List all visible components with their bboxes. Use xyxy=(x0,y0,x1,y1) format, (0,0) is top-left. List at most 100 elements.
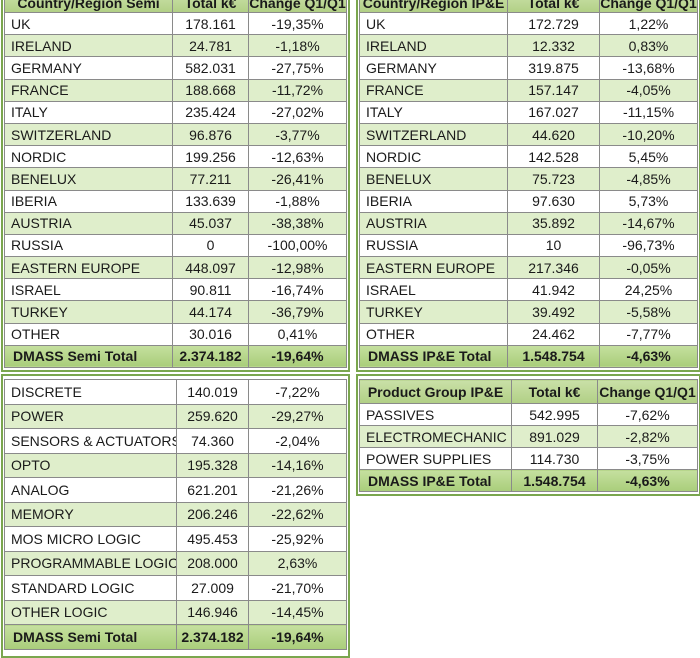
change-cell: -29,27% xyxy=(248,403,347,429)
label-cell: GERMANY xyxy=(359,56,508,80)
total-cell: 75.723 xyxy=(507,167,600,191)
total-cell: 12.332 xyxy=(507,34,600,58)
header-cell: Change Q1/Q1 xyxy=(599,0,698,13)
change-cell: -27,75% xyxy=(248,56,347,80)
table-row: NORDIC 142.528 5,45% xyxy=(359,145,698,169)
label-cell: STANDARD LOGIC xyxy=(4,575,177,601)
label-cell: AUSTRIA xyxy=(4,211,173,235)
table-row: TURKEY 39.492 -5,58% xyxy=(359,300,698,324)
total-cell: 319.875 xyxy=(507,56,600,80)
label-cell: UK xyxy=(4,11,173,36)
total-cell: 44.174 xyxy=(172,300,249,324)
total-cell: 217.346 xyxy=(507,256,600,280)
header-cell: Product Group IP&E xyxy=(359,379,512,404)
total-cell: 188.668 xyxy=(172,78,249,102)
change-cell: -25,92% xyxy=(248,526,347,552)
change-cell: -0,05% xyxy=(599,256,698,280)
change-cell: -2,04% xyxy=(248,428,347,454)
table-row: MOS MICRO LOGIC 495.453 -25,92% xyxy=(4,526,347,552)
table-row: PROGRAMMABLE LOGIC 208.000 2,63% xyxy=(4,550,347,576)
total-cell: 891.029 xyxy=(511,425,598,448)
total-cell: 77.211 xyxy=(172,167,249,191)
table-row: OTHER 24.462 -7,77% xyxy=(359,322,698,346)
total-row: DMASS IP&E Total 1.548.754 -4,63% xyxy=(359,344,698,369)
change-cell: 5,73% xyxy=(599,189,698,213)
total-cell: 27.009 xyxy=(176,575,249,601)
header-row: Product Group IP&E Total k€ Change Q1/Q1 xyxy=(359,379,698,404)
table-row: IBERIA 133.639 -1,88% xyxy=(4,189,347,213)
label-cell: DMASS Semi Total xyxy=(4,624,177,650)
label-cell: UK xyxy=(359,11,508,36)
header-cell: Country/Region Semi xyxy=(4,0,173,13)
table-row: SWITZERLAND 96.876 -3,77% xyxy=(4,122,347,147)
table-row: ELECTROMECHANIC 891.029 -2,82% xyxy=(359,425,698,448)
label-cell: SWITZERLAND xyxy=(359,122,508,147)
table-row: ISRAEL 41.942 24,25% xyxy=(359,278,698,302)
ipe-region-table: Country/Region IP&E Total k€ Change Q1/Q1 U… xyxy=(359,0,698,369)
table-row: IRELAND 12.332 0,83% xyxy=(359,34,698,58)
total-cell: 74.360 xyxy=(176,428,249,454)
total-cell: 2.374.182 xyxy=(176,624,249,650)
change-cell: -4,63% xyxy=(597,469,698,492)
change-cell: -13,68% xyxy=(599,56,698,80)
label-cell: BENELUX xyxy=(359,167,508,191)
table-row: EASTERN EUROPE 448.097 -12,98% xyxy=(4,256,347,280)
table-row: UK 178.161 -19,35% xyxy=(4,11,347,36)
label-cell: IBERIA xyxy=(4,189,173,213)
label-cell: IBERIA xyxy=(359,189,508,213)
change-cell: -4,05% xyxy=(599,78,698,102)
change-cell: -26,41% xyxy=(248,167,347,191)
ipe-product-table: Product Group IP&E Total k€ Change Q1/Q1 PA… xyxy=(359,379,698,492)
table-row: PASSIVES 542.995 -7,62% xyxy=(359,403,698,426)
label-cell: FRANCE xyxy=(359,78,508,102)
total-cell: 167.027 xyxy=(507,100,600,124)
total-cell: 146.946 xyxy=(176,599,249,625)
change-cell: -11,15% xyxy=(599,100,698,124)
label-cell: BENELUX xyxy=(4,167,173,191)
label-cell: EASTERN EUROPE xyxy=(4,256,173,280)
header-cell: Total k€ xyxy=(507,0,600,13)
table-row: NORDIC 199.256 -12,63% xyxy=(4,145,347,169)
label-cell: ITALY xyxy=(359,100,508,124)
change-cell: 0,83% xyxy=(599,34,698,58)
table-row: TURKEY 44.174 -36,79% xyxy=(4,300,347,324)
total-cell: 195.328 xyxy=(176,452,249,478)
total-cell: 2.374.182 xyxy=(172,344,249,369)
total-cell: 495.453 xyxy=(176,526,249,552)
semi-region-frame xyxy=(1,0,350,372)
label-cell: OTHER xyxy=(4,322,173,346)
total-cell: 206.246 xyxy=(176,501,249,527)
total-row: DMASS Semi Total 2.374.182 -19,64% xyxy=(4,624,347,650)
table-row: ITALY 235.424 -27,02% xyxy=(4,100,347,124)
header-cell: Total k€ xyxy=(511,379,598,404)
semi-region-table: Country/Region Semi Total k€ Change Q1/Q1 U… xyxy=(4,0,347,369)
label-cell: EASTERN EUROPE xyxy=(359,256,508,280)
table-row: POWER SUPPLIES 114.730 -3,75% xyxy=(359,447,698,470)
total-cell: 621.201 xyxy=(176,477,249,503)
total-cell: 1.548.754 xyxy=(507,344,600,369)
total-cell: 1.548.754 xyxy=(511,469,598,492)
total-cell: 45.037 xyxy=(172,211,249,235)
total-row: DMASS IP&E Total 1.548.754 -4,63% xyxy=(359,469,698,492)
change-cell: -96,73% xyxy=(599,233,698,258)
change-cell: -7,22% xyxy=(248,379,347,405)
label-cell: ISRAEL xyxy=(359,278,508,302)
change-cell: -21,70% xyxy=(248,575,347,601)
table-row: OTHER 30.016 0,41% xyxy=(4,322,347,346)
change-cell: -22,62% xyxy=(248,501,347,527)
label-cell: ANALOG xyxy=(4,477,177,503)
label-cell: OTHER xyxy=(359,322,508,346)
header-row: Country/Region IP&E Total k€ Change Q1/Q1 xyxy=(359,0,698,13)
table-row: OPTO 195.328 -14,16% xyxy=(4,452,347,478)
total-cell: 30.016 xyxy=(172,322,249,346)
change-cell: 5,45% xyxy=(599,145,698,169)
label-cell: IRELAND xyxy=(4,34,173,58)
table-row: EASTERN EUROPE 217.346 -0,05% xyxy=(359,256,698,280)
change-cell: -3,77% xyxy=(248,122,347,147)
total-row: DMASS Semi Total 2.374.182 -19,64% xyxy=(4,344,347,369)
total-cell: 235.424 xyxy=(172,100,249,124)
label-cell: NORDIC xyxy=(4,145,173,169)
table-row: STANDARD LOGIC 27.009 -21,70% xyxy=(4,575,347,601)
label-cell: IRELAND xyxy=(359,34,508,58)
table-row: AUSTRIA 45.037 -38,38% xyxy=(4,211,347,235)
